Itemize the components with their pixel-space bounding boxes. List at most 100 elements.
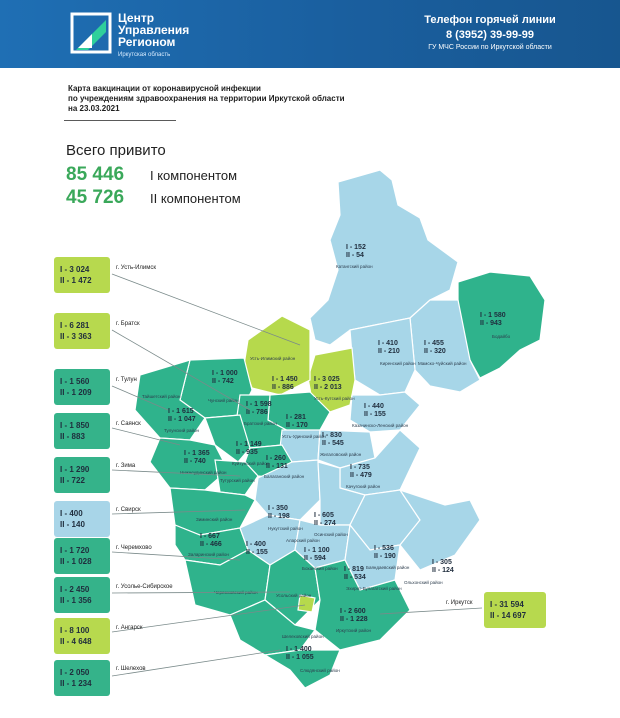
label-kirensky: I - 410 II - 210 — [378, 340, 400, 355]
city-label-sayansk: г. Саянск — [116, 421, 141, 427]
callout-svirsk[interactable]: I - 400 II - 140 — [54, 501, 110, 537]
totals-first-label: I компонентом — [150, 168, 238, 183]
label-ust-kut: I - 3 025 II - 2 013 — [314, 376, 342, 391]
callout-irkutsk[interactable]: I - 31 594 II - 14 697 — [484, 592, 546, 628]
district-kuytunsky[interactable] — [204, 414, 251, 463]
label-bayandaevsky: I - 536 II - 190 — [374, 545, 396, 560]
label-bokhansky: I - 1 100 II - 594 — [304, 547, 330, 562]
map-title: Карта вакцинации от коронавирусной инфек… — [68, 84, 408, 114]
hotline-title: Телефон горячей линии — [424, 14, 556, 26]
district-slyudyansky[interactable] — [263, 649, 341, 689]
city-label-usolye-sibirskoe: г. Усолье-Сибирское — [116, 584, 173, 590]
label-alarsky: I - 400 II - 155 — [246, 541, 268, 556]
district-mama-chuya[interactable] — [409, 299, 481, 393]
name-shelekhovsky: Шелеховский район — [282, 634, 324, 639]
name-mama-chuya: Мамско-Чуйский район — [418, 361, 467, 366]
callout-cheremkhovo[interactable]: I - 1 720 II - 1 028 — [54, 538, 110, 574]
label-chunsky: I - 1 000 II - 742 — [212, 370, 238, 385]
label-shelekhovsky: I - 1 400 II - 1 055 — [286, 646, 314, 661]
callout-angarsk[interactable]: I - 8 100 II - 4 648 — [54, 618, 110, 654]
name-ziminsky: Зиминский район — [196, 517, 233, 522]
name-ekhirit-bulagatsky: Эхирит-Булагатский район — [346, 586, 402, 591]
label-balagansky: I - 260 II - 131 — [266, 455, 288, 470]
totals-first-row: 85 446 I компонентом — [66, 164, 237, 186]
name-kachugsky: Качугский район — [346, 484, 381, 489]
district-kirensky[interactable] — [349, 317, 416, 396]
label-ziminsky: I - 667 II - 466 — [200, 533, 222, 548]
callout-usolye-sibirskoe[interactable]: I - 2 450 II - 1 356 — [54, 577, 110, 613]
district-irkutsky[interactable] — [314, 559, 411, 651]
name-alarsky: Аларский район — [286, 538, 320, 543]
district-nukutsky[interactable] — [254, 459, 321, 521]
callout-ust-ilimsk[interactable]: I - 3 024 II - 1 472 — [54, 257, 110, 293]
name-usolsky: Усольский район — [276, 593, 312, 598]
hotline-phone[interactable]: 8 (3952) 39-99-99 — [445, 29, 535, 41]
hotline-org: ГУ МЧС России по Иркутской области — [428, 44, 552, 51]
label-kazachinsko-lensky: I - 440 II - 155 — [364, 403, 386, 418]
label-bratsky: I - 1 598 II - 786 — [246, 401, 272, 416]
label-olkhonsky: I - 305 II - 124 — [432, 559, 454, 574]
header-bar: Центр Управления Регионом Иркутская обла… — [0, 0, 620, 68]
label-osinsky: I - 605 II - 274 — [314, 512, 336, 527]
label-ust-udinsky: I - 281 II - 170 — [286, 414, 308, 429]
district-kazachinsko-lensky[interactable] — [349, 391, 421, 433]
city-label-ust-ilimsk: г. Усть-Илимск — [116, 265, 156, 271]
name-zhigalovsky: Жигаловский район — [320, 452, 362, 457]
name-katanga: Катангский район — [336, 264, 373, 269]
name-bodaibo: Бодайбо — [492, 334, 511, 339]
org-name-line1: Центр — [118, 11, 155, 25]
label-bodaibo: I - 1 580 II - 943 — [480, 312, 506, 327]
label-nizhneudinsky: I - 1 365 II - 740 — [184, 450, 210, 465]
city-label-shelekhov: г. Шелехов — [116, 666, 146, 672]
callout-tulun[interactable]: I - 1 560 II - 1 209 — [54, 369, 110, 405]
district-nizhneudinsky[interactable] — [149, 437, 229, 491]
city-label-svirsk: г. Свирск — [116, 507, 141, 513]
city-label-bratsk: г. Братск — [116, 321, 140, 327]
city-label-irkutsk: г. Иркутск — [446, 600, 473, 606]
district-ust-kut[interactable] — [307, 347, 356, 413]
name-balagansky: Балаганский район — [264, 474, 305, 479]
totals-second-row: 45 726 II компонентом — [66, 187, 241, 209]
label-tulunsky: I - 1 615 II - 1 047 — [168, 408, 196, 423]
name-olkhonsky: Ольхонский район — [404, 580, 443, 585]
callout-zima[interactable]: I - 1 290 II - 722 — [54, 457, 110, 493]
hotline-block: Телефон горячей линии 8 (3952) 39-99-99 … — [380, 14, 600, 51]
org-region: Иркутская область — [118, 52, 171, 58]
district-olkhonsky[interactable] — [398, 488, 481, 571]
name-cheremkhovsky: Черемховский район — [214, 590, 258, 595]
name-ust-kut: Усть-Кутский район — [314, 396, 355, 401]
name-irkutsky: Иркутский район — [336, 628, 372, 633]
label-nizhneilimsky: I - 1 450 II - 886 — [272, 376, 298, 391]
district-tutursky[interactable] — [214, 459, 259, 496]
name-nukutsky: Нукутский район — [268, 526, 303, 531]
callout-shelekhov[interactable]: I - 2 050 II - 1 234 — [54, 660, 110, 696]
name-taishetsky: Тайшетский район — [142, 394, 181, 399]
city-label-cheremkhovo: г. Черемхово — [116, 545, 152, 551]
label-ekhirit-bulagatsky: I - 819 II - 534 — [344, 566, 366, 581]
callout-sayansk[interactable]: I - 1 850 II - 883 — [54, 413, 110, 449]
label-irkutsky: I - 2 600 II - 1 228 — [340, 608, 368, 623]
label-zhigalovsky: I - 830 II - 545 — [322, 432, 344, 447]
callout-bratsk[interactable]: I - 6 281 II - 3 363 — [54, 313, 110, 349]
org-name-line2: Управления — [118, 23, 190, 37]
name-kazachinsko-lensky: Казачинско-Ленский район — [352, 423, 409, 428]
map-title-line1: Карта вакцинации от коронавирусной инфек… — [68, 84, 261, 93]
totals-label: Всего привито — [66, 142, 166, 159]
map-title-line2: по учреждениям здравоохранения на террит… — [68, 94, 345, 103]
label-nukutsky: I - 350 II - 198 — [268, 505, 290, 520]
name-bayandaevsky: Баяндаевский район — [366, 565, 410, 570]
name-nizhneudinsky: Нижнеудинский район — [180, 470, 227, 475]
name-ust-udinsky: Усть-Удинский район — [282, 434, 326, 439]
title-underline — [64, 120, 176, 121]
org-name: Центр Управления Регионом — [118, 12, 238, 48]
name-kuytunsky: Куйтунский район — [232, 461, 270, 466]
name-kirensky: Киренский район — [380, 361, 416, 366]
name-tulunsky: Тулунский район — [164, 428, 200, 433]
totals-second-value: 45 726 — [66, 187, 125, 208]
totals-first-value: 85 446 — [66, 164, 125, 185]
totals-second-label: II компонентом — [150, 191, 241, 206]
city-label-tulun: г. Тулун — [116, 377, 137, 383]
map-title-date: на 23.03.2021 — [68, 104, 120, 113]
city-label-zima: г. Зима — [116, 463, 136, 469]
label-kachugsky: I - 735 II - 479 — [350, 464, 372, 479]
